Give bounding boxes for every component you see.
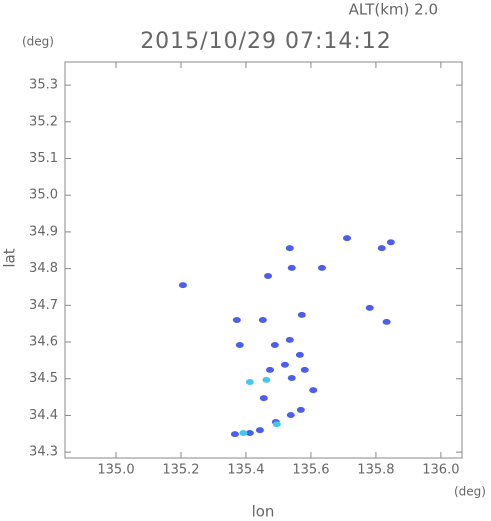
x-tick-label: 135.0 [97, 463, 134, 478]
echo-cell [342, 235, 351, 242]
altitude-label: ALT(km) 2.0 [349, 1, 438, 19]
echo-cell [300, 366, 309, 373]
echo-cell [287, 374, 296, 381]
x-tick-label: 135.4 [227, 463, 264, 478]
echo-cell [365, 304, 374, 311]
echo-cell [259, 395, 268, 402]
y-tick-label: 35.2 [29, 114, 58, 129]
y-tick-label: 34.4 [29, 408, 58, 423]
y-tick-label: 34.5 [29, 371, 58, 386]
y-tick-label: 34.6 [29, 335, 58, 350]
echo-cell [386, 239, 395, 246]
echo-cell [272, 421, 281, 428]
echo-cell [232, 317, 241, 324]
echo-cell [258, 317, 267, 324]
echo-cell [377, 245, 386, 252]
y-tick-label: 35.1 [29, 151, 58, 166]
y-tick-label: 34.8 [29, 261, 58, 276]
echo-cell [280, 361, 289, 368]
y-axis-label: lat [1, 248, 19, 267]
y-tick-label: 35.0 [29, 188, 58, 203]
x-unit: (deg) [454, 485, 486, 499]
echo-cell [262, 376, 271, 383]
x-axis-label: lon [252, 503, 275, 521]
y-tick-label: 34.3 [29, 445, 58, 460]
x-tick-label: 135.8 [357, 463, 394, 478]
echo-cell [245, 379, 254, 386]
x-tick-label: 136.0 [422, 463, 459, 478]
echo-cell [295, 351, 304, 358]
y-unit: (deg) [22, 35, 54, 49]
echo-cell [255, 427, 264, 434]
echo-cell [285, 245, 294, 252]
echo-cell [245, 430, 254, 437]
echo-cell [265, 366, 274, 373]
echo-cell [230, 431, 239, 438]
y-tick-label: 34.7 [29, 298, 58, 313]
echo-cell [296, 406, 305, 413]
echo-cell [286, 412, 295, 419]
echo-cell [287, 264, 296, 271]
x-tick-label: 135.6 [292, 463, 329, 478]
y-tick-label: 34.9 [29, 224, 58, 239]
x-tick-label: 135.2 [162, 463, 199, 478]
echo-cell [309, 387, 318, 394]
echo-cell [239, 430, 248, 437]
chart-title: 2015/10/29 07:14:12 [140, 29, 392, 54]
echo-cell [297, 311, 306, 318]
echo-cell [235, 341, 244, 348]
y-tick-label: 35.3 [29, 78, 58, 93]
echo-cell [178, 282, 187, 289]
echo-cell [264, 272, 273, 279]
echo-cell [270, 341, 279, 348]
echo-cell [285, 336, 294, 343]
plot-frame [64, 61, 463, 459]
echo-cell [317, 264, 326, 271]
echo-cell [382, 318, 391, 325]
